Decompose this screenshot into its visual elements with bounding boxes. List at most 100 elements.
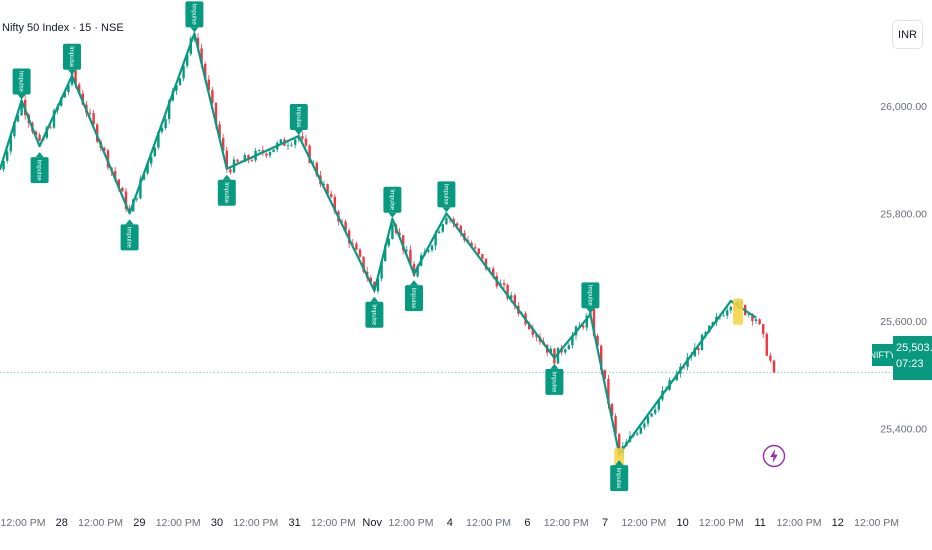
candle-body bbox=[236, 159, 239, 162]
zigzag-line bbox=[0, 32, 757, 456]
marker-pointer-icon bbox=[370, 296, 379, 302]
impulse-marker[interactable]: Impulse bbox=[30, 152, 49, 184]
candle-body bbox=[49, 127, 52, 129]
impulse-marker-label: Impulse bbox=[36, 160, 42, 182]
impulse-marker[interactable]: Impulse bbox=[289, 103, 308, 135]
candle-body bbox=[427, 250, 430, 252]
candle-body bbox=[726, 310, 729, 316]
candle-body bbox=[430, 245, 434, 251]
impulse-marker[interactable]: Impulse bbox=[383, 186, 402, 218]
impulse-marker[interactable]: Impulse bbox=[120, 219, 139, 251]
candle-body bbox=[114, 171, 117, 180]
candle-body bbox=[308, 145, 311, 163]
impulse-marker-label: Impulse bbox=[388, 189, 394, 211]
candle-body bbox=[402, 235, 405, 251]
candle-body bbox=[211, 90, 214, 103]
candle-body bbox=[531, 329, 534, 335]
candle-body bbox=[488, 268, 491, 270]
impulse-marker[interactable]: Impulse bbox=[217, 174, 236, 206]
impulse-marker[interactable]: Impulse bbox=[63, 43, 81, 75]
impulse-marker[interactable]: Impulse bbox=[185, 1, 204, 33]
time-tick-label: 12:00 PM bbox=[389, 517, 434, 529]
lightning-bolt-icon[interactable] bbox=[762, 444, 786, 468]
impulse-marker[interactable]: Impulse bbox=[545, 363, 564, 395]
candle-body bbox=[103, 147, 106, 151]
candle-body bbox=[762, 324, 765, 334]
candle-body bbox=[582, 325, 585, 328]
candle-body bbox=[474, 247, 477, 249]
chart-title: Nifty 50 Index · 15 · NSE bbox=[2, 22, 124, 34]
candle-body bbox=[358, 249, 362, 257]
candle-body bbox=[567, 345, 570, 350]
candle-body bbox=[477, 248, 480, 255]
candle-body bbox=[121, 187, 124, 192]
candle-body bbox=[405, 249, 408, 251]
candles-layer bbox=[0, 33, 776, 458]
impulse-marker[interactable]: Impulse bbox=[437, 181, 456, 213]
candle-body bbox=[600, 345, 603, 370]
candle-body bbox=[222, 138, 225, 151]
signal-highlight bbox=[733, 298, 743, 325]
candle-body bbox=[225, 150, 228, 170]
candle-body bbox=[650, 413, 653, 417]
candle-body bbox=[603, 369, 606, 379]
impulse-marker[interactable]: Impulse bbox=[581, 282, 600, 314]
time-tick-label: 12:00 PM bbox=[156, 517, 201, 529]
candle-body bbox=[243, 155, 246, 162]
impulse-marker-label: Impulse bbox=[615, 468, 621, 490]
impulse-marker[interactable]: Impulse bbox=[365, 296, 384, 328]
candle-body bbox=[96, 124, 99, 142]
candle-body bbox=[700, 334, 704, 351]
impulse-marker-box bbox=[365, 301, 384, 328]
candle-body bbox=[67, 84, 70, 93]
candle-body bbox=[657, 399, 660, 410]
impulse-marker-box bbox=[63, 43, 81, 70]
marker-pointer-icon bbox=[125, 219, 134, 225]
price-tick-label: 25,800.00 bbox=[880, 208, 927, 220]
candle-body bbox=[344, 221, 347, 231]
price-tick-label: 25,400.00 bbox=[880, 423, 927, 435]
candle-body bbox=[63, 92, 66, 98]
impulse-marker-label: Impulse bbox=[68, 46, 74, 68]
marker-pointer-icon bbox=[222, 174, 231, 180]
time-tick-label: 28 bbox=[56, 517, 68, 529]
marker-pointer-icon bbox=[190, 27, 199, 33]
candle-body bbox=[754, 319, 758, 322]
time-axis[interactable]: 12:00 PM 28 12:00 PM 29 12:00 PM 30 12:00 PM 31… bbox=[1, 517, 900, 529]
impulse-marker-box bbox=[185, 1, 204, 28]
candle-body bbox=[387, 239, 390, 246]
candle-body bbox=[528, 324, 531, 330]
candle-body bbox=[391, 224, 394, 240]
candle-body bbox=[153, 147, 156, 157]
candle-body bbox=[186, 54, 189, 66]
candle-body bbox=[639, 427, 642, 434]
candle-body bbox=[279, 139, 282, 143]
impulse-marker[interactable]: Impulse bbox=[610, 460, 629, 492]
impulse-marker-box bbox=[383, 186, 402, 213]
candle-body bbox=[398, 232, 401, 236]
impulse-marker-box bbox=[30, 157, 49, 184]
impulse-marker[interactable]: Impulse bbox=[12, 68, 31, 100]
candle-body bbox=[535, 334, 538, 337]
candle-body bbox=[229, 169, 232, 173]
time-tick-label: 4 bbox=[447, 517, 453, 529]
candle-body bbox=[13, 121, 16, 136]
candle-body bbox=[592, 308, 596, 336]
marker-pointer-icon bbox=[586, 308, 595, 314]
impulse-marker[interactable]: Impulse bbox=[405, 280, 423, 312]
candle-body bbox=[9, 135, 12, 152]
candle-body bbox=[16, 115, 20, 122]
candle-body bbox=[384, 245, 387, 262]
impulse-marker-label: Impulse bbox=[586, 285, 592, 307]
time-tick-label: 12:00 PM bbox=[621, 517, 666, 529]
currency-button[interactable]: INR bbox=[892, 20, 923, 49]
impulse-marker-box bbox=[545, 368, 564, 395]
impulse-marker-label: Impulse bbox=[126, 227, 132, 249]
price-axis[interactable]: 26,000.00 25,800.00 25,600.00 25,400.00 bbox=[880, 101, 927, 435]
candle-body bbox=[409, 249, 412, 265]
candle-body bbox=[636, 433, 639, 435]
candle-body bbox=[204, 63, 207, 80]
price-tick-label: 25,600.00 bbox=[880, 316, 927, 328]
